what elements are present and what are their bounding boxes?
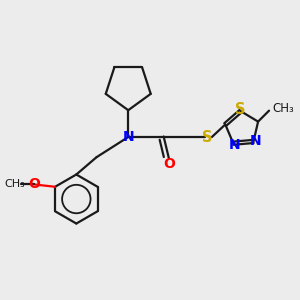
Text: O: O bbox=[163, 157, 175, 171]
Text: N: N bbox=[122, 130, 134, 144]
Text: CH₃: CH₃ bbox=[4, 179, 26, 190]
Text: CH₃: CH₃ bbox=[272, 102, 294, 115]
Text: S: S bbox=[202, 130, 213, 145]
Text: S: S bbox=[236, 102, 246, 117]
Text: N: N bbox=[250, 134, 262, 148]
Text: O: O bbox=[28, 178, 40, 191]
Text: N: N bbox=[229, 138, 241, 152]
